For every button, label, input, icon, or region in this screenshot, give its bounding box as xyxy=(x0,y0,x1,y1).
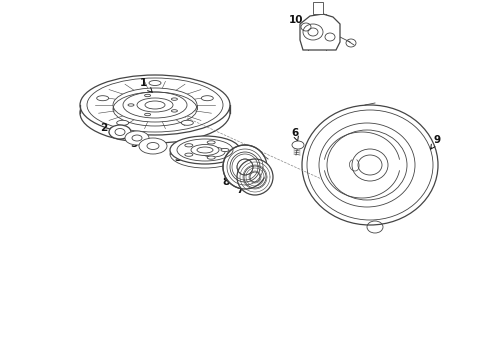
Text: 6: 6 xyxy=(292,128,298,141)
Ellipse shape xyxy=(139,138,167,154)
Ellipse shape xyxy=(109,125,131,139)
Ellipse shape xyxy=(221,148,229,152)
Ellipse shape xyxy=(207,141,215,144)
Ellipse shape xyxy=(137,98,173,112)
Ellipse shape xyxy=(170,136,240,164)
Ellipse shape xyxy=(352,149,388,181)
Text: 9: 9 xyxy=(431,135,441,149)
Ellipse shape xyxy=(97,96,109,101)
Ellipse shape xyxy=(125,131,149,145)
Ellipse shape xyxy=(117,120,129,125)
Text: 1: 1 xyxy=(139,78,152,92)
Ellipse shape xyxy=(201,96,213,101)
Ellipse shape xyxy=(237,159,273,195)
Ellipse shape xyxy=(292,141,304,149)
Ellipse shape xyxy=(191,144,219,156)
Text: 5: 5 xyxy=(130,139,144,149)
Ellipse shape xyxy=(223,145,267,189)
Ellipse shape xyxy=(185,144,193,147)
Text: 2: 2 xyxy=(100,123,114,133)
Ellipse shape xyxy=(207,156,215,159)
Ellipse shape xyxy=(80,75,230,135)
Text: 3: 3 xyxy=(174,152,189,163)
Text: 10: 10 xyxy=(289,15,309,28)
Text: 7: 7 xyxy=(236,181,249,195)
Polygon shape xyxy=(300,14,340,50)
Text: 8: 8 xyxy=(222,172,235,187)
Ellipse shape xyxy=(302,105,438,225)
Ellipse shape xyxy=(149,81,161,86)
Polygon shape xyxy=(313,2,323,14)
Ellipse shape xyxy=(113,88,197,122)
Ellipse shape xyxy=(181,120,194,125)
Ellipse shape xyxy=(319,123,415,207)
Text: 4: 4 xyxy=(116,131,129,141)
Ellipse shape xyxy=(185,153,193,156)
